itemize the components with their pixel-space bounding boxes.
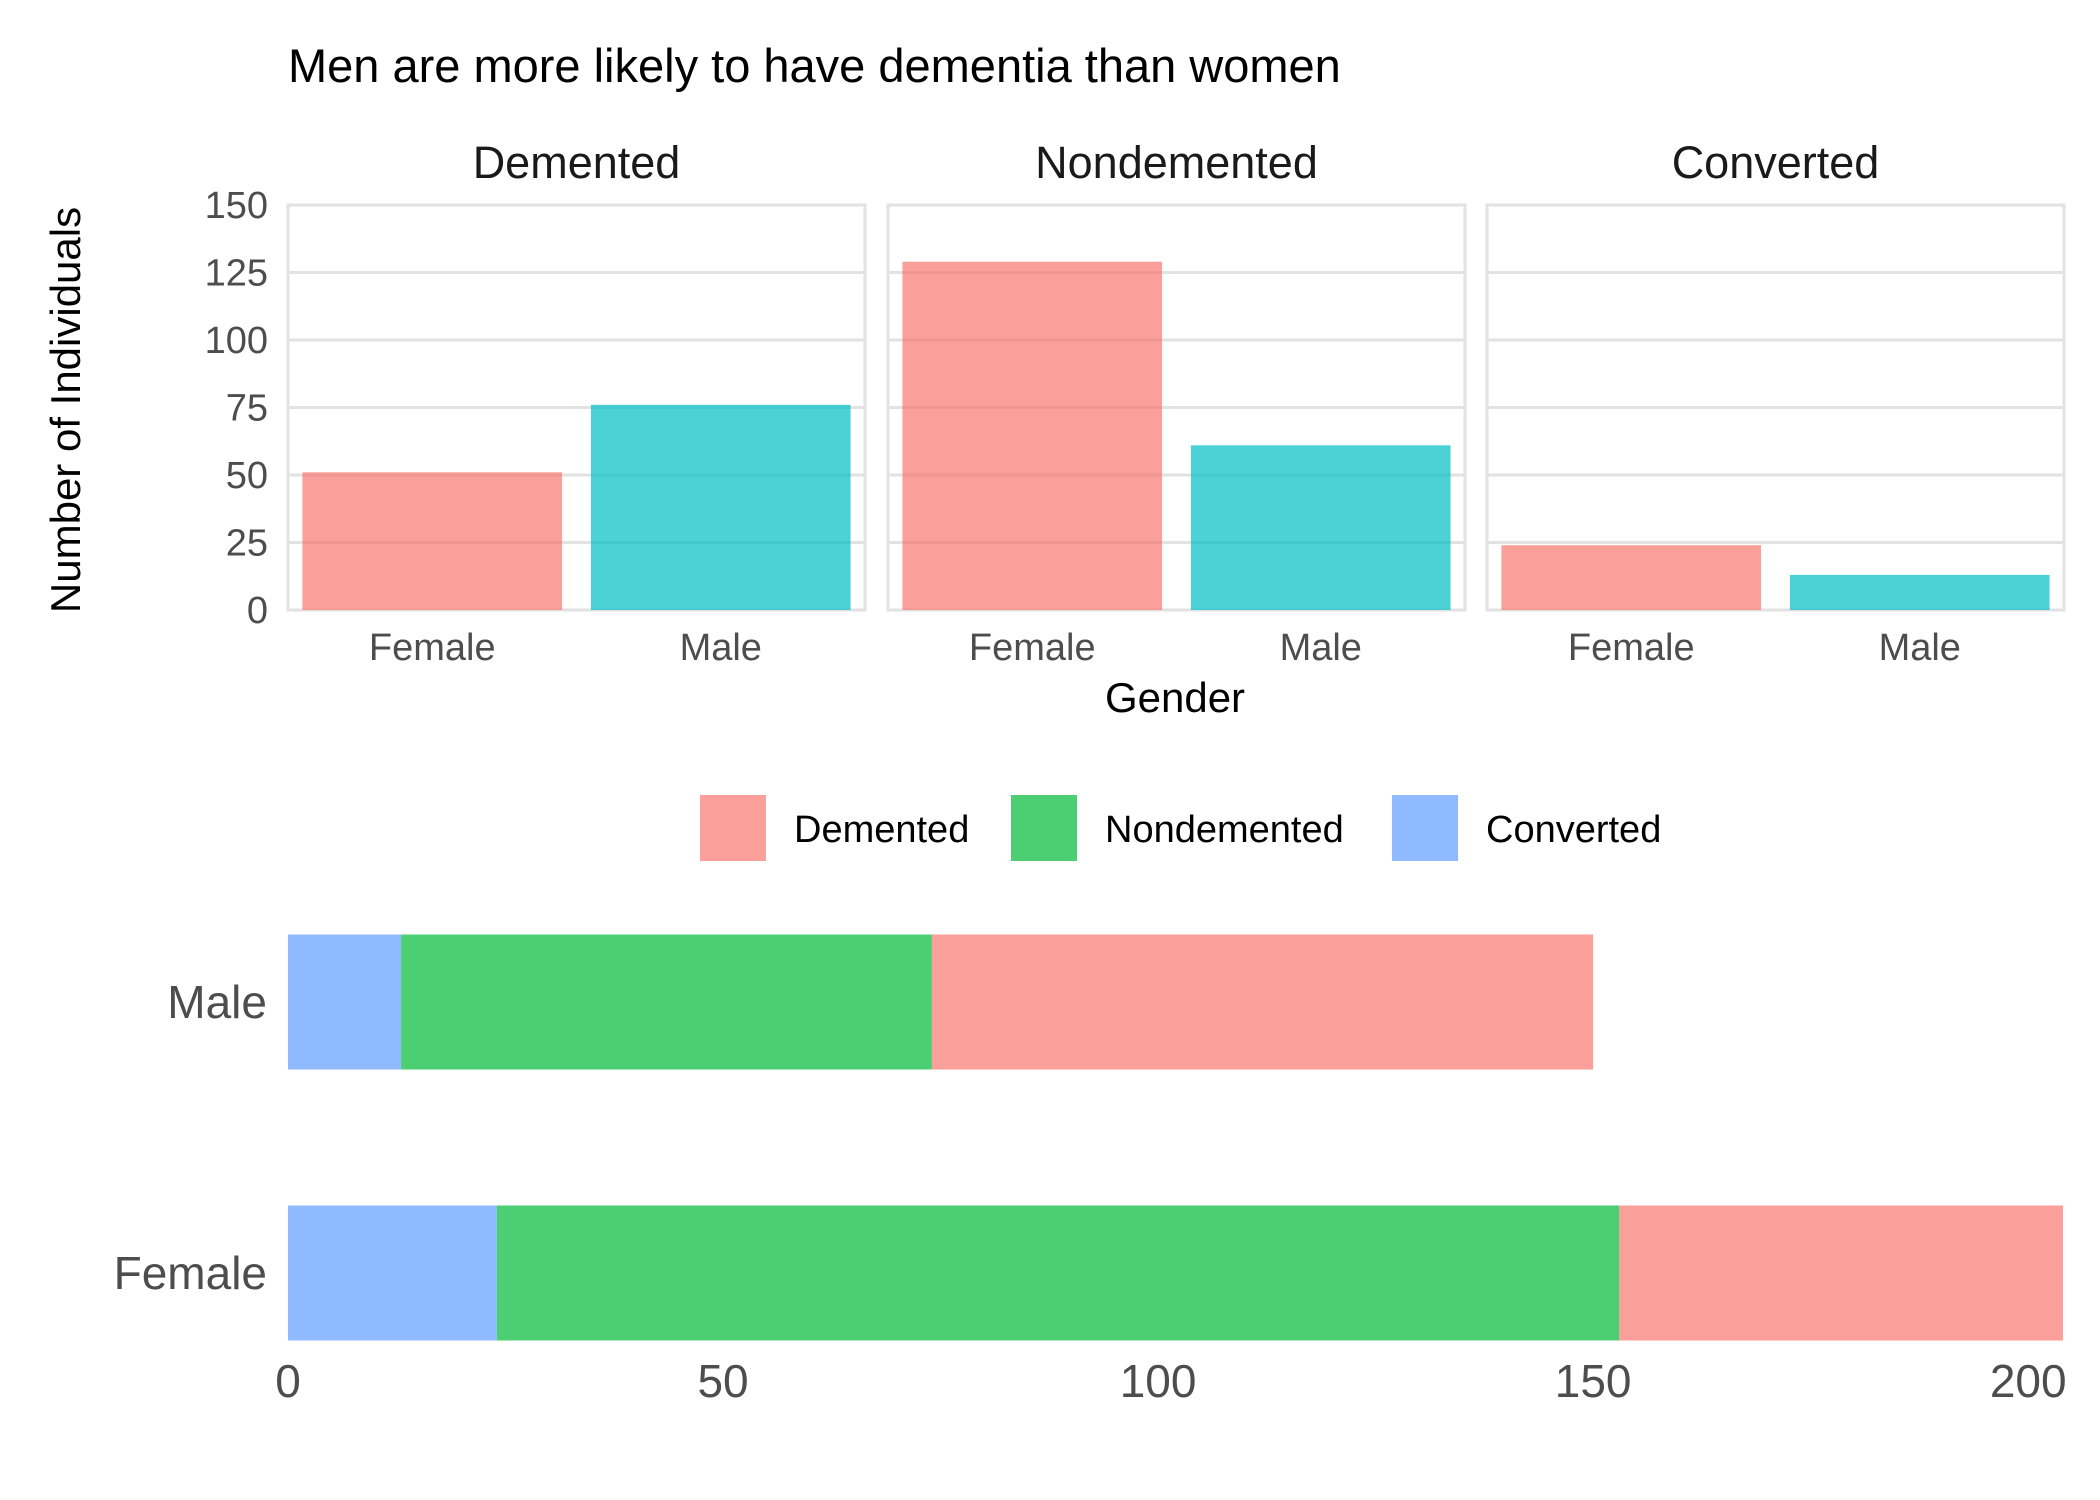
row-male: Male bbox=[167, 934, 1594, 1070]
x-tick-label: Female bbox=[1568, 627, 1695, 669]
x-tick-label: 150 bbox=[1555, 1355, 1632, 1407]
x-tick-label: 200 bbox=[1990, 1355, 2067, 1407]
bar-converted-female bbox=[1501, 545, 1762, 610]
stacked-bar-chart: Male Female 0 50 100 150 200 bbox=[114, 934, 2067, 1407]
y-tick-label: 150 bbox=[205, 185, 268, 227]
x-tick-label: Female bbox=[369, 627, 496, 669]
y-tick-label: Female bbox=[114, 1247, 267, 1299]
y-tick-label: 0 bbox=[247, 590, 268, 632]
legend-swatch bbox=[700, 795, 766, 861]
legend-item-nondemented: Nondemented bbox=[1011, 795, 1344, 861]
legend-swatch bbox=[1011, 795, 1077, 861]
row-female: Female bbox=[114, 1205, 2063, 1341]
legend-label: Demented bbox=[794, 809, 969, 851]
legend-label: Converted bbox=[1486, 809, 1661, 851]
legend-swatch bbox=[1392, 795, 1458, 861]
x-tick-label: Female bbox=[969, 627, 1096, 669]
bar-demented-female bbox=[302, 472, 563, 610]
segment-nondemented bbox=[401, 934, 932, 1070]
bar-converted-male bbox=[1789, 574, 2050, 610]
legend: Demented Nondemented Converted bbox=[700, 795, 1661, 861]
x-tick-label: Male bbox=[680, 627, 762, 669]
facet-label: Nondemented bbox=[1035, 137, 1318, 188]
facet-nondemented: Nondemented Female Male bbox=[886, 137, 1467, 669]
y-tick-label: 100 bbox=[205, 320, 268, 362]
bar-nondemented-male bbox=[1190, 445, 1451, 610]
facet-label: Demented bbox=[473, 137, 681, 188]
x-tick-label: 100 bbox=[1120, 1355, 1197, 1407]
bar-nondemented-female bbox=[902, 261, 1163, 610]
y-axis-title: Number of Individuals bbox=[42, 207, 89, 613]
y-tick-label: 125 bbox=[205, 253, 268, 295]
y-tick-label: 50 bbox=[226, 455, 268, 497]
legend-label: Nondemented bbox=[1105, 809, 1344, 851]
x-tick-label: 0 bbox=[275, 1355, 301, 1407]
segment-converted bbox=[288, 934, 402, 1070]
facet-label: Converted bbox=[1672, 137, 1880, 188]
legend-item-converted: Converted bbox=[1392, 795, 1661, 861]
chart-title: Men are more likely to have dementia tha… bbox=[288, 39, 1341, 92]
segment-nondemented bbox=[496, 1205, 1620, 1341]
legend-item-demented: Demented bbox=[700, 795, 969, 861]
segment-demented bbox=[1619, 1205, 2063, 1341]
x-tick-label: Male bbox=[1879, 627, 1961, 669]
facet-demented: Demented Female Male bbox=[286, 137, 867, 669]
facet-converted: Converted Female Male bbox=[1485, 137, 2066, 669]
y-tick-label: 25 bbox=[226, 523, 268, 565]
y-tick-label: Male bbox=[167, 976, 267, 1028]
bar-demented-male bbox=[590, 404, 851, 610]
y-tick-label: 75 bbox=[226, 388, 268, 430]
segment-demented bbox=[931, 934, 1594, 1070]
x-tick-label: Male bbox=[1280, 627, 1362, 669]
segment-converted bbox=[288, 1205, 497, 1341]
x-tick-label: 50 bbox=[697, 1355, 748, 1407]
x-axis-title: Gender bbox=[1105, 674, 1245, 721]
